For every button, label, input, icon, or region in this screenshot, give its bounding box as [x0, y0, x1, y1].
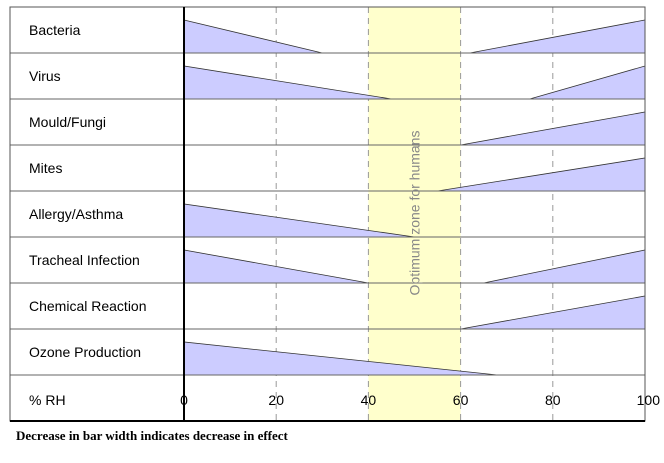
row-label: Virus	[29, 68, 61, 84]
bar-1-1	[529, 65, 646, 100]
bar-6-0	[460, 295, 646, 330]
optimum-zone-band	[368, 7, 461, 421]
x-tick-label: 80	[545, 392, 561, 408]
bar-1-0	[183, 65, 392, 100]
x-tick-label: 20	[268, 392, 284, 408]
row-label: Tracheal Infection	[29, 252, 140, 268]
optimum-zone-label: Optimum zone for humans	[407, 131, 423, 296]
x-tick-label: 40	[361, 392, 377, 408]
chart-caption: Decrease in bar width indicates decrease…	[16, 428, 288, 443]
x-tick-label: 60	[453, 392, 469, 408]
row-label: Chemical Reaction	[29, 298, 147, 314]
rh-effects-chart: Bacteria Virus Mould/Fungi Mites Allergy/Ast…	[9, 6, 661, 422]
x-tick-label: 100	[637, 392, 661, 408]
bar-0-0	[183, 19, 323, 54]
row-label: Ozone Production	[29, 344, 141, 360]
row-label: Allergy/Asthma	[29, 206, 123, 222]
bar-2-0	[460, 111, 646, 146]
bar-5-1	[483, 249, 646, 284]
row-label: Mould/Fungi	[29, 114, 106, 130]
x-axis-label: % RH	[29, 392, 66, 408]
bar-3-0	[437, 157, 646, 192]
row-label: Mites	[29, 160, 62, 176]
bar-0-1	[469, 19, 646, 54]
x-tick-label: 0	[180, 392, 188, 408]
row-label: Bacteria	[29, 22, 81, 38]
